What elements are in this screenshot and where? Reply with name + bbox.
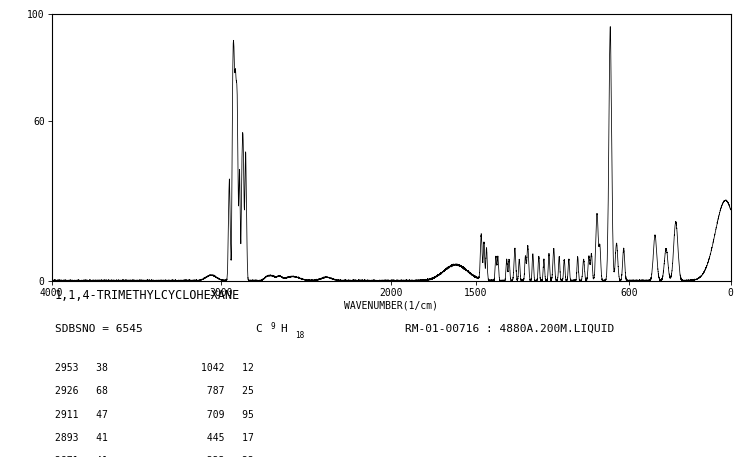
Text: 2926   68: 2926 68 xyxy=(55,386,108,396)
Text: 1042   12: 1042 12 xyxy=(201,363,254,373)
Text: H: H xyxy=(280,324,287,334)
Text: 2911   47: 2911 47 xyxy=(55,409,108,420)
Text: 2893   41: 2893 41 xyxy=(55,433,108,443)
Text: 2953   38: 2953 38 xyxy=(55,363,108,373)
Text: 445   17: 445 17 xyxy=(201,433,254,443)
Text: 18: 18 xyxy=(295,330,305,340)
Text: 9: 9 xyxy=(270,322,275,331)
Text: SDBSNO = 6545: SDBSNO = 6545 xyxy=(55,324,143,334)
Text: 709   95: 709 95 xyxy=(201,409,254,420)
Text: RM-01-00716 : 4880A.200M.LIQUID: RM-01-00716 : 4880A.200M.LIQUID xyxy=(404,324,614,334)
Text: 787   25: 787 25 xyxy=(201,386,254,396)
Text: 1,1,4-TRIMETHYLCYCLOHEXANE: 1,1,4-TRIMETHYLCYCLOHEXANE xyxy=(55,289,241,303)
Text: 323   22: 323 22 xyxy=(201,456,254,457)
Text: C: C xyxy=(255,324,262,334)
X-axis label: WAVENUMBER(1/cm): WAVENUMBER(1/cm) xyxy=(344,301,438,310)
Text: 2871   41: 2871 41 xyxy=(55,456,108,457)
